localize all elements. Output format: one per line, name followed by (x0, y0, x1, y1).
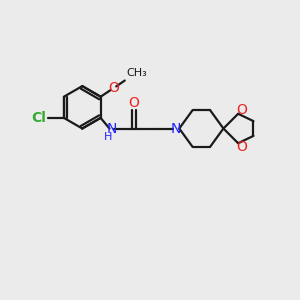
Text: N: N (171, 122, 181, 136)
Text: CH₃: CH₃ (127, 68, 148, 78)
Text: H: H (104, 132, 112, 142)
Text: O: O (109, 81, 119, 95)
Text: N: N (106, 122, 117, 136)
Text: O: O (128, 96, 139, 110)
Text: O: O (236, 140, 247, 154)
Text: O: O (236, 103, 247, 117)
Text: Cl: Cl (31, 111, 46, 125)
